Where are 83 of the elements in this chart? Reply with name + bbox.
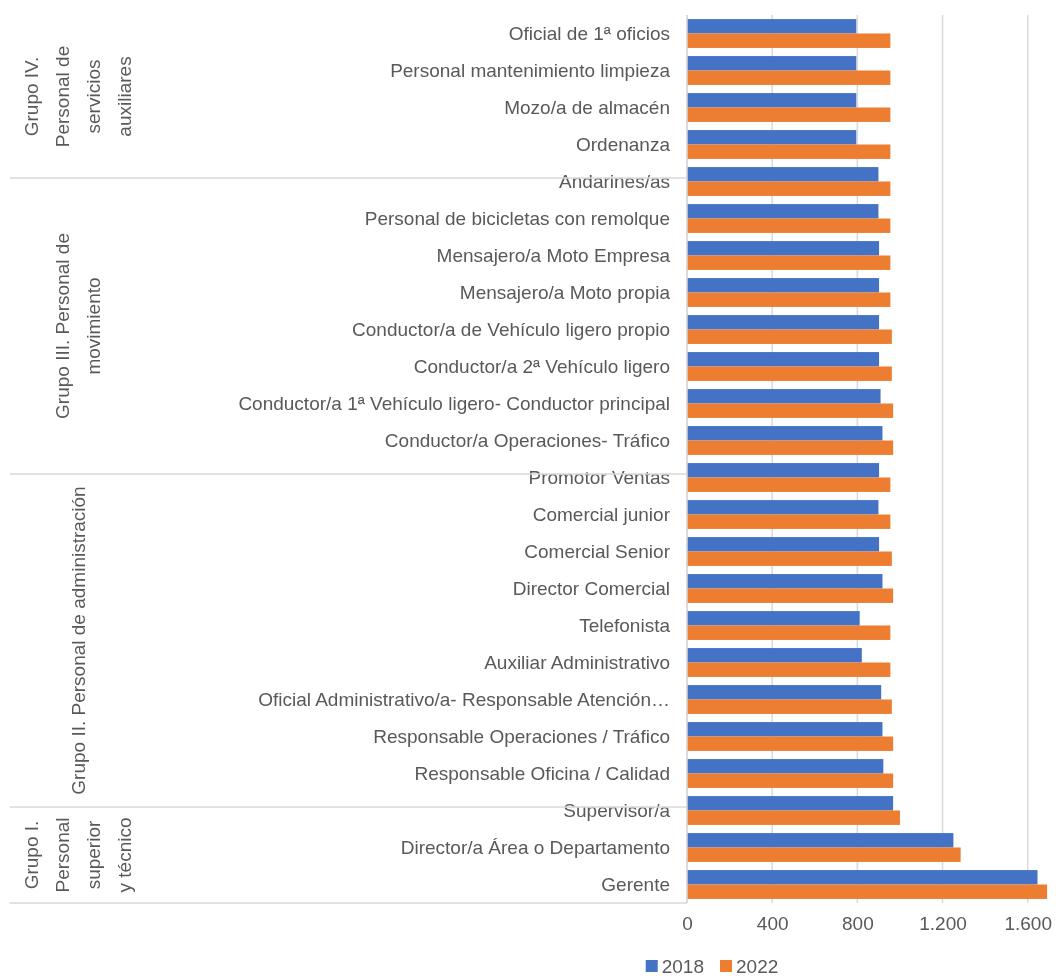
bar: [687, 884, 1048, 899]
y-tick-label: Andarines/as: [559, 171, 670, 193]
bar: [687, 611, 860, 626]
bar: [687, 736, 894, 751]
bar: [687, 389, 881, 404]
bar: [687, 181, 891, 196]
x-tick-label: 800: [842, 913, 874, 935]
y-tick-label: Mozo/a de almacén: [504, 97, 670, 119]
bar: [687, 218, 891, 233]
bar: [687, 514, 891, 529]
bar: [687, 699, 892, 714]
bar: [687, 426, 883, 441]
bar: [687, 278, 880, 293]
text: Grupo III. Personal de movimiento: [52, 233, 105, 419]
bar: [687, 56, 857, 71]
y-tick-label: Responsable Operaciones / Tráfico: [373, 726, 670, 748]
x-tick-label: 0: [682, 913, 693, 935]
y-tick-label: Director Comercial: [512, 578, 670, 600]
bar: [687, 662, 891, 677]
bar: [687, 241, 880, 256]
y-tick-label: Auxiliar Administrativo: [484, 652, 670, 674]
y-tick-label: Gerente: [601, 874, 670, 896]
bar: [687, 366, 892, 381]
text: Grupo II. Personal de administración: [67, 486, 89, 795]
x-tick-label: 1.200: [919, 913, 967, 935]
bar: [687, 204, 879, 219]
legend-label: 2022: [736, 955, 779, 976]
bar: [687, 144, 891, 159]
bar: [687, 773, 894, 788]
text: Grupo I. Personal superior y técnico: [21, 817, 136, 893]
bar: [687, 440, 894, 455]
y-tick-label: Director/a Área o Departamento: [400, 837, 670, 859]
bar: [687, 130, 857, 145]
bar: [687, 648, 862, 663]
x-tick-label: 400: [756, 913, 789, 935]
bar: [687, 292, 891, 307]
bar: [687, 403, 894, 418]
bar: [687, 477, 891, 492]
y-tick-label: Conductor/a 1ª Vehículo ligero- Conductor principal: [238, 393, 670, 415]
bar: [687, 574, 883, 589]
bar: [687, 810, 900, 825]
y-tick-label: Comercial junior: [532, 504, 671, 526]
bar: [687, 352, 880, 367]
bar: [687, 759, 884, 774]
y-tick-label: Ordenanza: [575, 134, 671, 156]
bar: [687, 33, 891, 48]
bar: [687, 315, 880, 330]
y-tick-label: Supervisor/a: [563, 800, 671, 822]
bar: [687, 107, 891, 122]
bar: [687, 19, 857, 34]
bar: [687, 722, 883, 737]
y-tick-label: Personal de bicicletas con remolque: [364, 208, 670, 230]
x-tick-label: 1.600: [1004, 913, 1052, 935]
bar: [687, 329, 892, 344]
bar: [687, 551, 892, 566]
bar: [687, 847, 961, 862]
bar: [687, 870, 1038, 885]
bar: [687, 500, 879, 515]
bar: [687, 255, 891, 270]
bar: [687, 537, 880, 552]
y-tick-label: Responsable Oficina / Calidad: [414, 763, 670, 785]
y-tick-label: Telefonista: [579, 615, 671, 637]
y-tick-label: Oficial Administrativo/a- Responsable Atención…: [258, 689, 670, 711]
bar: [687, 463, 880, 478]
y-tick-label: Oficial de 1ª oficios: [508, 23, 670, 45]
bar: [687, 796, 894, 811]
bar: [687, 167, 879, 182]
text: Grupo IV. Personal de servicios auxiliares: [21, 45, 136, 148]
y-tick-label: Conductor/a de Vehículo ligero propio: [352, 319, 670, 341]
y-tick-label: Conductor/a Operaciones- Tráfico: [384, 430, 670, 452]
bar: [687, 625, 891, 640]
y-tick-label: Mensajero/a Moto propia: [459, 282, 671, 304]
bar: [687, 93, 857, 108]
y-tick-label: Comercial Senior: [524, 541, 671, 563]
legend-label: 2018: [661, 955, 704, 976]
bar: [687, 588, 894, 603]
y-tick-label: Promotor Ventas: [528, 467, 670, 489]
bar: [687, 685, 882, 700]
y-tick-label: Mensajero/a Moto Empresa: [436, 245, 671, 267]
bar: [687, 833, 954, 848]
y-tick-label: Personal mantenimiento limpieza: [390, 60, 671, 82]
y-tick-label: Conductor/a 2ª Vehículo ligero: [413, 356, 670, 378]
bar: [687, 70, 891, 85]
